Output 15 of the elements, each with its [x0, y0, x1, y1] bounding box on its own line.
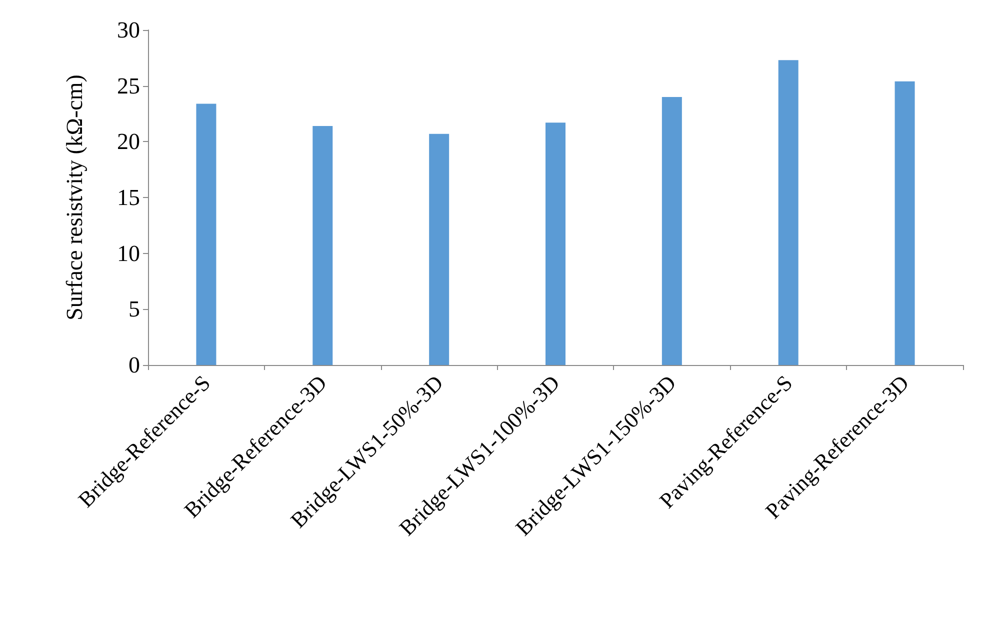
y-tick-label: 15 — [117, 185, 140, 210]
y-tick-label: 0 — [128, 352, 140, 378]
y-tick-label: 30 — [117, 18, 140, 42]
bar — [429, 134, 450, 365]
y-tick-label: 5 — [128, 296, 140, 322]
bar — [546, 122, 566, 365]
bar — [778, 60, 798, 365]
y-tick-label: 10 — [117, 240, 140, 266]
bar — [196, 104, 216, 365]
y-tick-label: 25 — [117, 73, 140, 98]
bar — [662, 97, 682, 365]
bar — [312, 126, 333, 365]
y-tick-label: 20 — [117, 129, 140, 154]
bar — [894, 81, 915, 365]
y-axis-title: Surface resistvity (kΩ-cm) — [62, 74, 87, 320]
